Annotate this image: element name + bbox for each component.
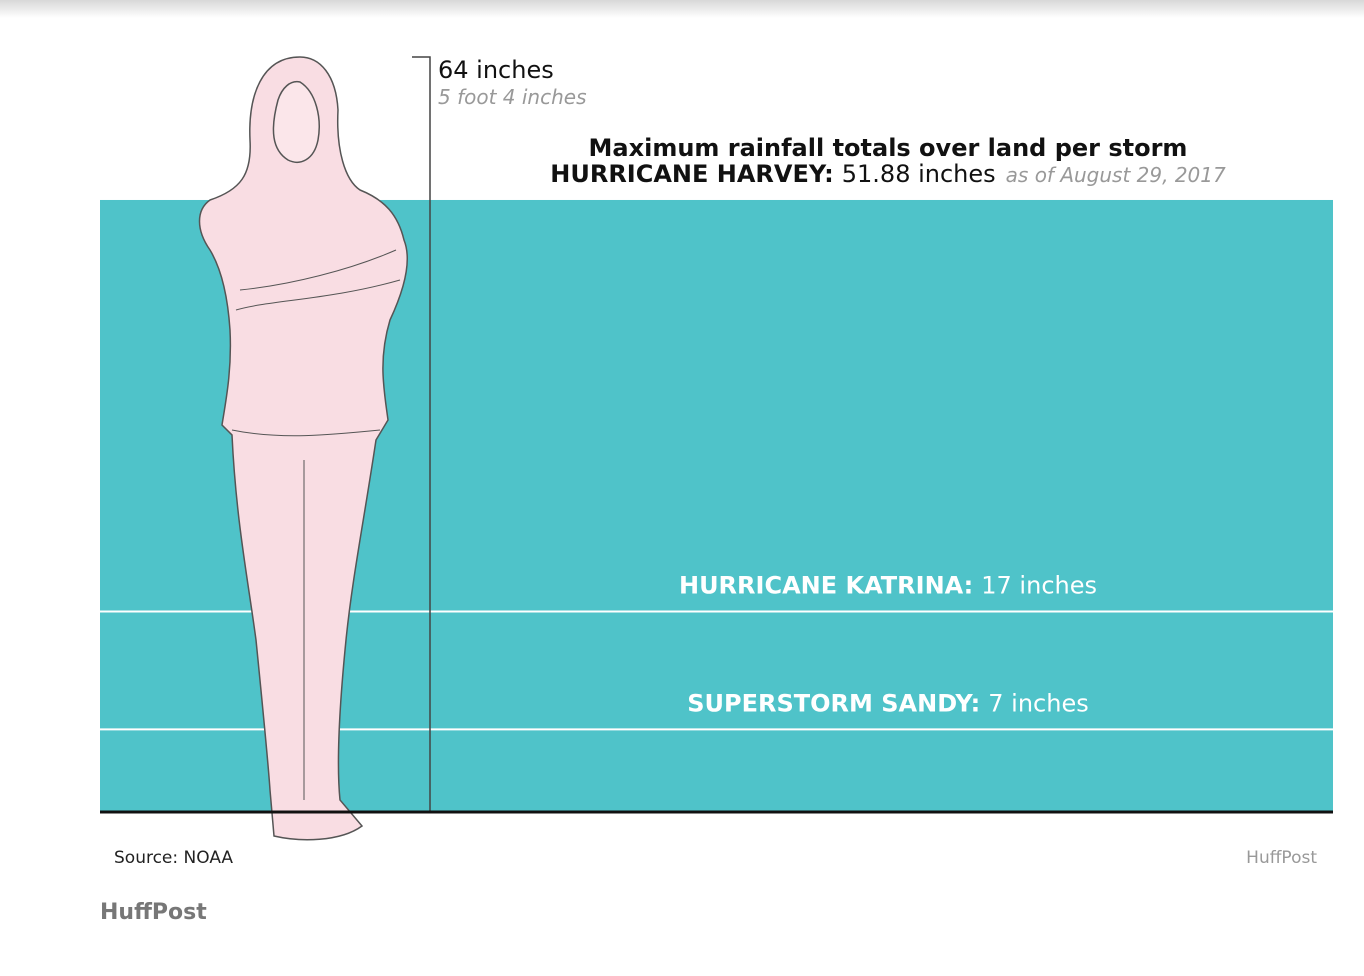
- level-value: 51.88 inches: [842, 160, 996, 188]
- level-name: HURRICANE KATRINA:: [679, 571, 973, 599]
- level-value: 7 inches: [988, 689, 1088, 717]
- level-label: HURRICANE KATRINA: 17 inches: [679, 571, 1097, 599]
- level-name: SUPERSTORM SANDY:: [687, 689, 980, 717]
- source: Source: NOAA: [114, 848, 233, 868]
- reference-sublabel: 5 foot 4 inches: [438, 85, 587, 109]
- level-name: HURRICANE HARVEY:: [550, 160, 834, 188]
- top-shadow: [0, 0, 1364, 18]
- reference-bracket: [412, 56, 431, 812]
- chart-title: Maximum rainfall totals over land per st…: [589, 134, 1188, 162]
- level-value: 17 inches: [981, 571, 1097, 599]
- credit: HuffPost: [1246, 848, 1317, 868]
- person-silhouette: [198, 56, 408, 841]
- level-label: HURRICANE HARVEY: 51.88 inches as of Augus…: [550, 160, 1226, 188]
- level-label: SUPERSTORM SANDY: 7 inches: [687, 689, 1088, 717]
- footer-brand: HuffPost: [100, 900, 207, 925]
- reference-label: 64 inches: [438, 56, 554, 84]
- level-note: as of August 29, 2017: [1006, 163, 1226, 187]
